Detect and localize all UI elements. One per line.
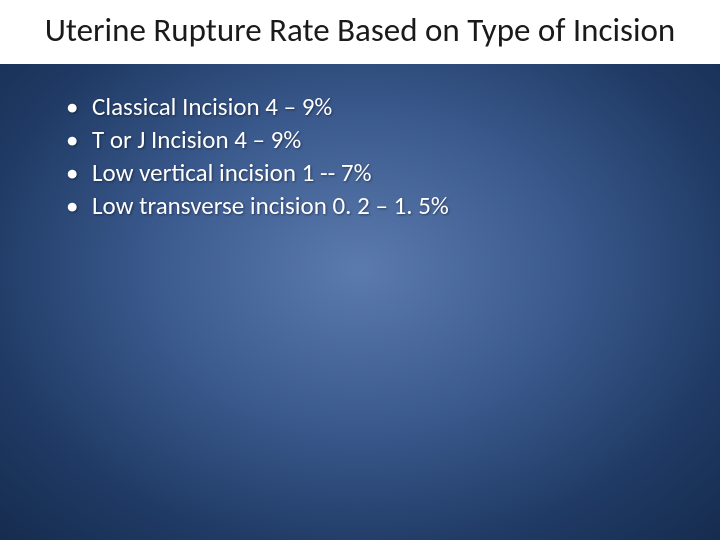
- title-area: Uterine Rupture Rate Based on Type of In…: [0, 0, 720, 64]
- list-item: Low transverse incision 0. 2 – 1. 5%: [62, 189, 658, 222]
- slide-title: Uterine Rupture Rate Based on Type of In…: [30, 12, 690, 50]
- list-item: Low vertical incision 1 -- 7%: [62, 156, 658, 189]
- content-area: Classical Incision 4 – 9% T or J Incisio…: [0, 64, 720, 222]
- slide: Uterine Rupture Rate Based on Type of In…: [0, 0, 720, 540]
- bullet-list: Classical Incision 4 – 9% T or J Incisio…: [62, 90, 658, 222]
- list-item: T or J Incision 4 – 9%: [62, 123, 658, 156]
- list-item: Classical Incision 4 – 9%: [62, 90, 658, 123]
